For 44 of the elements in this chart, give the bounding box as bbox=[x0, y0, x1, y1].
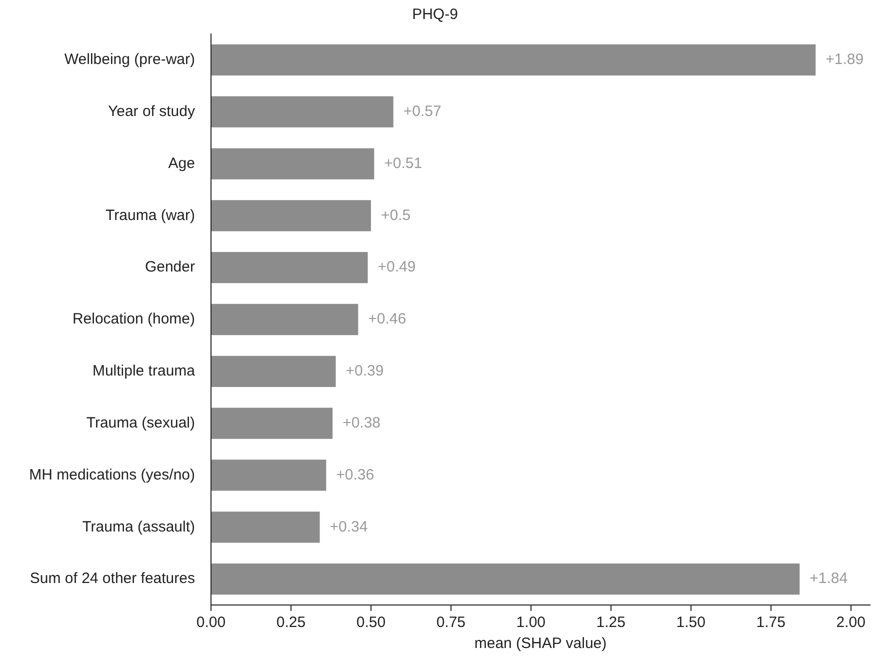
bar bbox=[212, 96, 394, 128]
bar bbox=[212, 200, 371, 232]
y-tick-label: Gender bbox=[144, 258, 195, 276]
x-tick-label: 0.75 bbox=[436, 614, 466, 632]
y-tick-label: Multiple trauma bbox=[92, 362, 196, 380]
chart-title: PHQ-9 bbox=[412, 6, 458, 24]
x-tick-label: 1.25 bbox=[596, 614, 626, 632]
y-tick-label: Year of study bbox=[108, 103, 196, 120]
bar bbox=[212, 408, 333, 439]
x-tick-label: 1.75 bbox=[756, 614, 786, 632]
data-label: +0.39 bbox=[346, 362, 384, 380]
x-tick-label: 0.25 bbox=[276, 614, 306, 632]
y-tick-label: Trauma (war) bbox=[106, 206, 195, 224]
x-tick-label: 0.50 bbox=[356, 614, 386, 632]
y-tick-label: Wellbeing (pre-war) bbox=[64, 51, 195, 68]
data-label: +0.51 bbox=[384, 154, 422, 172]
x-tick-label: 0.00 bbox=[196, 614, 226, 632]
y-tick-label: Relocation (home) bbox=[72, 310, 195, 328]
data-label: +0.38 bbox=[342, 414, 381, 432]
data-label: +1.89 bbox=[826, 51, 864, 68]
data-label: +0.57 bbox=[403, 103, 442, 120]
bar bbox=[212, 44, 816, 76]
data-label: +0.36 bbox=[336, 466, 374, 484]
y-tick-label: Age bbox=[168, 154, 195, 172]
data-label: +0.34 bbox=[330, 518, 368, 536]
data-label: +0.49 bbox=[378, 258, 416, 276]
x-tick-label: 1.50 bbox=[676, 614, 706, 632]
x-axis-title: mean (SHAP value) bbox=[474, 635, 607, 652]
bar bbox=[212, 304, 358, 336]
y-tick-label: Trauma (sexual) bbox=[86, 414, 196, 432]
data-label: +0.46 bbox=[368, 310, 406, 328]
bar bbox=[212, 252, 368, 284]
bar bbox=[212, 563, 800, 595]
y-tick-label: Trauma (assault) bbox=[82, 518, 195, 536]
data-label: +1.84 bbox=[810, 570, 848, 588]
x-tick-label: 2.00 bbox=[836, 614, 866, 632]
x-tick-label: 1.00 bbox=[516, 614, 546, 632]
y-tick-label: Sum of 24 other features bbox=[30, 570, 195, 588]
bar bbox=[212, 460, 326, 491]
bar bbox=[212, 356, 336, 387]
data-label: +0.5 bbox=[380, 206, 411, 224]
y-tick-label: MH medications (yes/no) bbox=[29, 466, 195, 484]
bar bbox=[212, 512, 320, 543]
bar bbox=[212, 148, 374, 180]
